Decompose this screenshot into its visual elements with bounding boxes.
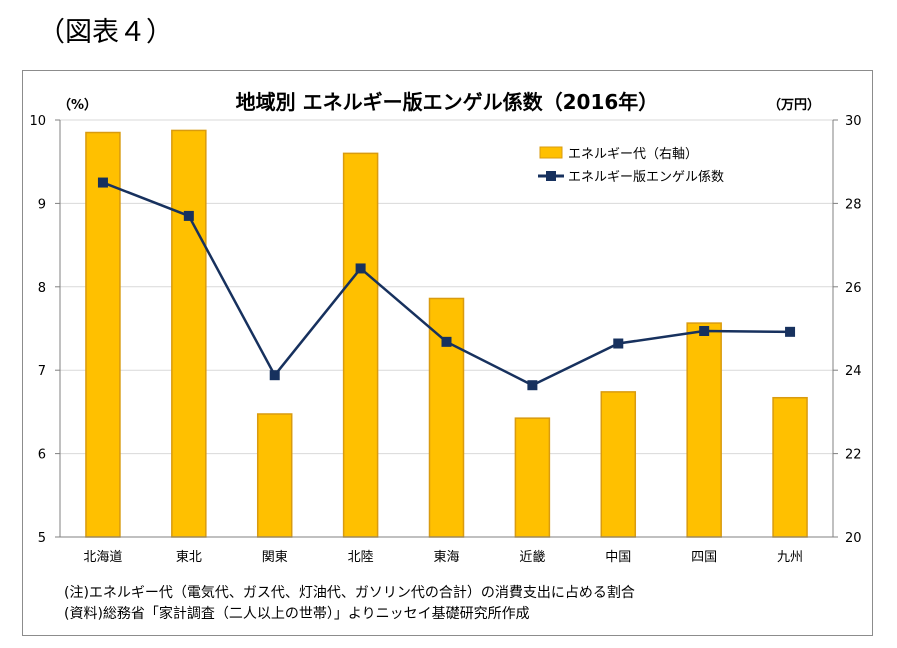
- x-tick-label: 中国: [605, 550, 631, 565]
- y-right-tick-label: 20: [845, 531, 862, 546]
- x-tick-label: 東北: [176, 549, 202, 565]
- y-right-tick-label: 22: [845, 448, 862, 463]
- line-marker: [527, 380, 538, 391]
- bar: [256, 413, 293, 538]
- line-marker: [355, 263, 366, 274]
- figure-label: （図表４）: [38, 17, 173, 48]
- x-tick-label: 東海: [433, 549, 459, 565]
- bar: [514, 417, 551, 538]
- chart-title: 地域別 エネルギー版エンゲル係数（2016年）: [236, 90, 659, 114]
- line-marker: [441, 336, 452, 347]
- right-axis-unit: （万円）: [768, 97, 820, 113]
- x-tick-label: 北陸: [348, 549, 374, 565]
- line-marker: [97, 177, 108, 188]
- chart-frame: [22, 70, 873, 636]
- bar: [171, 129, 207, 538]
- legend-swatch-bar: [539, 146, 563, 159]
- line-marker: [269, 370, 280, 381]
- legend-label-line: エネルギー版エンゲル係数: [568, 170, 724, 185]
- y-right-tick-label: 30: [845, 114, 862, 129]
- y-right-tick-label: 28: [845, 197, 862, 212]
- axes: [55, 119, 838, 538]
- y-left-tick-label: 6: [38, 448, 46, 463]
- legend: エネルギー代（右軸） エネルギー版エンゲル係数: [538, 146, 724, 185]
- chart-note: (注)エネルギー代（電気代、ガス代、灯油代、ガソリン代の合計）の消費支出に占める…: [64, 585, 635, 601]
- line-marker: [183, 210, 194, 221]
- x-tick-label: 関東: [262, 549, 288, 565]
- legend-label-bar: エネルギー代（右軸）: [568, 147, 698, 162]
- y-left-tick-label: 9: [38, 197, 46, 212]
- y-left-tick-label: 7: [38, 364, 46, 379]
- tick-labels: 5 6 7 8 9 10 20 22 24 26 28 30 北海道 東北 関東 北陸 東海 近畿 中国 四国 九州: [29, 114, 861, 565]
- chart-source: (資料)総務省「家計調査（二人以上の世帯）」よりニッセイ基礎研究所作成: [64, 606, 530, 622]
- y-right-tick-label: 24: [845, 364, 862, 379]
- legend-swatch-marker: [546, 171, 556, 181]
- y-left-tick-label: 8: [38, 281, 46, 296]
- bar: [342, 152, 379, 538]
- x-tick-label: 近畿: [519, 550, 545, 565]
- bar: [772, 396, 808, 538]
- y-left-tick-label: 10: [29, 114, 46, 129]
- bar: [686, 322, 722, 538]
- x-tick-label: 四国: [691, 550, 717, 565]
- line-marker: [785, 326, 796, 337]
- bar-series: [85, 129, 808, 538]
- x-tick-label: 九州: [777, 550, 803, 565]
- bar: [85, 131, 121, 538]
- x-tick-label: 北海道: [83, 550, 122, 565]
- bar: [600, 391, 637, 538]
- line-marker: [699, 326, 710, 337]
- line-series: [97, 177, 796, 391]
- y-right-tick-label: 26: [845, 281, 862, 296]
- line-marker: [613, 338, 624, 349]
- bar: [428, 297, 465, 538]
- left-axis-unit: （%）: [58, 97, 97, 113]
- y-left-tick-label: 5: [38, 531, 46, 546]
